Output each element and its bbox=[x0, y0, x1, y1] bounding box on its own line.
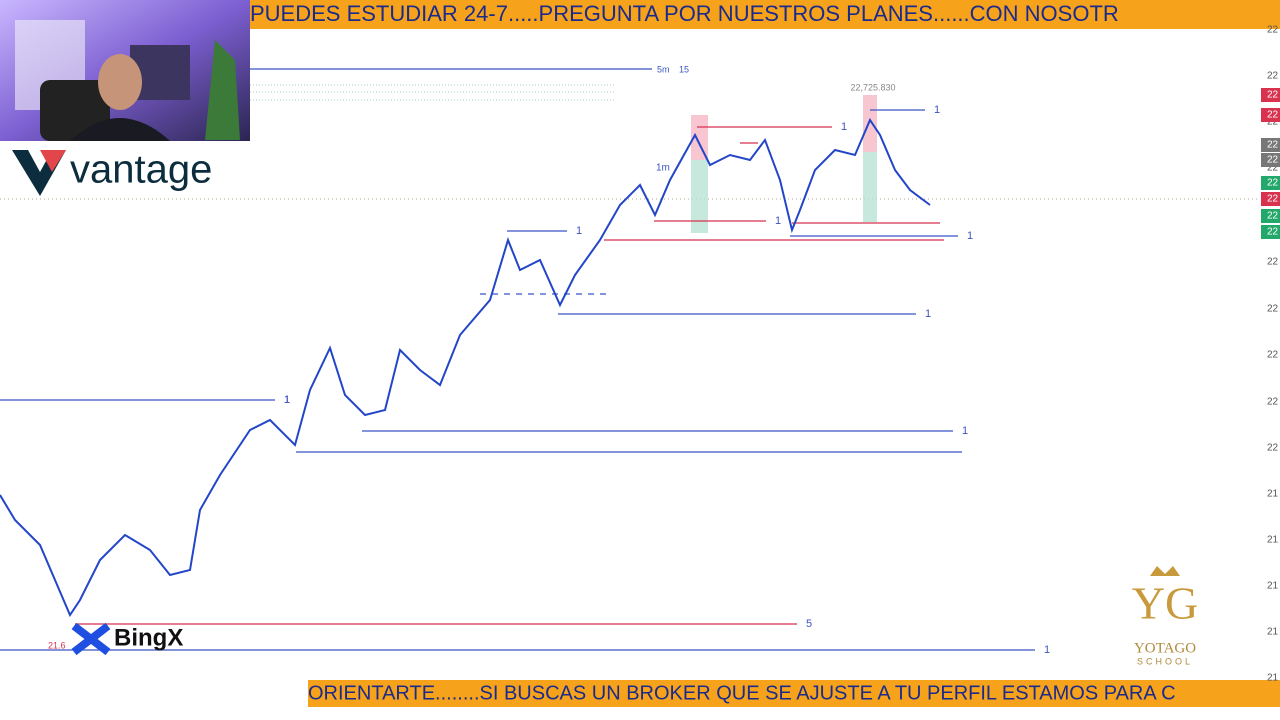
axis-label: 22 bbox=[1267, 25, 1279, 36]
axis-label: 22 bbox=[1267, 397, 1279, 408]
axis-label: 21 bbox=[1267, 535, 1279, 546]
level-label: 1 bbox=[576, 225, 582, 237]
price-tag-label: 22 bbox=[1267, 227, 1279, 238]
interval-label: 1m bbox=[656, 163, 670, 174]
axis-label: 22 bbox=[1267, 443, 1279, 454]
level-label: 1 bbox=[775, 215, 781, 227]
level-label: 1 bbox=[934, 104, 940, 116]
axis-label: 21 bbox=[1267, 627, 1279, 638]
low-label: 21.6 bbox=[48, 640, 66, 650]
level-label: 1 bbox=[284, 394, 290, 406]
candle-wicks bbox=[0, 118, 931, 617]
top-banner bbox=[250, 0, 1280, 29]
level-label: 1 bbox=[1044, 644, 1050, 656]
interval-label: 5m bbox=[657, 64, 670, 74]
price-tag bbox=[1261, 192, 1280, 206]
yotago-monogram: YG bbox=[1132, 578, 1198, 629]
interval-label: 15 bbox=[679, 64, 689, 74]
price-tag-label: 22 bbox=[1267, 140, 1279, 151]
level-label: 1 bbox=[841, 121, 847, 133]
axis-label: 21 bbox=[1267, 673, 1279, 684]
bingx-mark bbox=[71, 622, 111, 656]
bottom-banner bbox=[308, 680, 1280, 707]
bottom-banner-text: ORIENTARTE........SI BUSCAS UN BROKER QU… bbox=[308, 682, 1176, 704]
price-tag-label: 22 bbox=[1267, 211, 1279, 222]
price-tag bbox=[1261, 225, 1280, 239]
axis-label: 22 bbox=[1267, 257, 1279, 268]
price-tag-label: 22 bbox=[1267, 178, 1279, 189]
person-head bbox=[98, 54, 142, 110]
price-tag-label: 22 bbox=[1267, 194, 1279, 205]
yotago-logo: YOTAGO bbox=[1134, 640, 1196, 656]
level-label: 1 bbox=[284, 394, 290, 406]
demand-zone bbox=[691, 160, 708, 233]
bingx-logo: BingX bbox=[114, 624, 183, 651]
price-tag bbox=[1261, 153, 1280, 167]
school-logo: SCHOOL bbox=[1137, 656, 1193, 666]
axis-label: 22 bbox=[1267, 163, 1279, 174]
vantage-logo: vantage bbox=[70, 148, 212, 192]
price-tag-label: 22 bbox=[1267, 90, 1279, 101]
price-tag bbox=[1261, 88, 1280, 102]
vantage-mark-accent bbox=[40, 150, 66, 172]
demand-zone bbox=[863, 152, 877, 222]
price-tag-label: 22 bbox=[1267, 110, 1279, 121]
price-tag bbox=[1261, 176, 1280, 190]
price-tag bbox=[1261, 108, 1280, 122]
plant bbox=[205, 40, 240, 140]
price-tag bbox=[1261, 209, 1280, 223]
level-label: 5 bbox=[806, 618, 812, 630]
supply-zone bbox=[691, 115, 708, 160]
price-label: 22,725.830 bbox=[850, 82, 895, 92]
crown bbox=[1150, 566, 1180, 576]
level-label: 1 bbox=[925, 308, 931, 320]
axis-label: 21 bbox=[1267, 489, 1279, 500]
price-path bbox=[0, 117, 931, 618]
person-body bbox=[70, 118, 170, 141]
axis-label: 21 bbox=[1267, 581, 1279, 592]
axis-label: 22 bbox=[1267, 350, 1279, 361]
axis-label: 22 bbox=[1267, 71, 1279, 82]
level-label: 1 bbox=[967, 230, 973, 242]
level-label: 1 bbox=[962, 425, 968, 437]
price-tag bbox=[1261, 138, 1280, 152]
axis-label: 22 bbox=[1267, 117, 1279, 128]
price-tag-label: 22 bbox=[1267, 155, 1279, 166]
top-banner-text: PUEDES ESTUDIAR 24-7.....PREGUNTA POR NU… bbox=[250, 1, 1119, 26]
supply-zone bbox=[863, 95, 877, 152]
axis-label: 22 bbox=[1267, 304, 1279, 315]
